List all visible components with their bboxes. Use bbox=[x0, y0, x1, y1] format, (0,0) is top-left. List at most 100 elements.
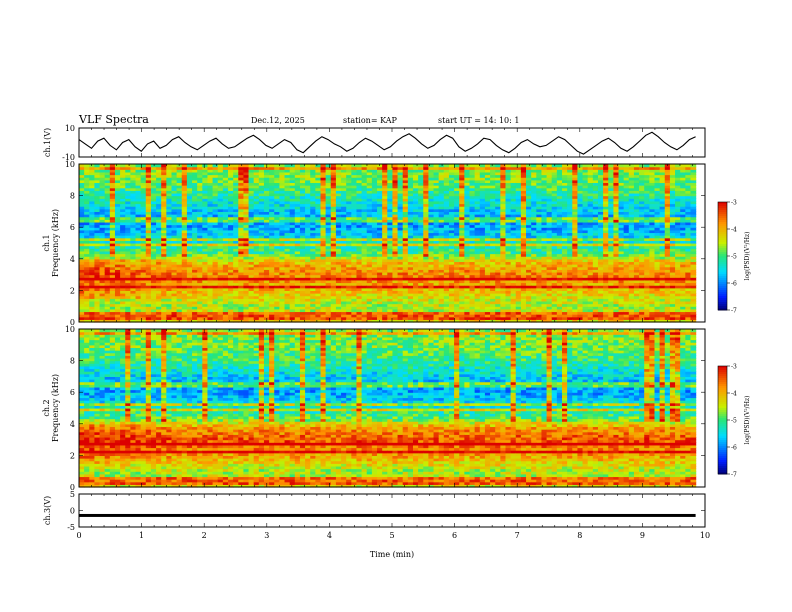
spectrogram-cell bbox=[104, 282, 111, 286]
spectrogram-cell bbox=[104, 235, 111, 239]
spectrogram-cell bbox=[145, 243, 152, 247]
spectrogram-cell bbox=[94, 224, 101, 228]
spectrogram-cell bbox=[109, 224, 116, 228]
spectrogram-cell bbox=[161, 174, 167, 178]
spectrogram-cell bbox=[79, 187, 85, 191]
spectrogram-cell bbox=[94, 245, 101, 249]
spectrogram-cell bbox=[89, 319, 96, 323]
spectrogram-cell bbox=[89, 295, 96, 299]
spectrogram-cell bbox=[120, 298, 126, 302]
spectrogram-cell bbox=[145, 224, 152, 228]
spectrogram-cell bbox=[89, 235, 96, 239]
spectrogram-cell bbox=[166, 250, 173, 255]
spectrogram-cell bbox=[89, 198, 96, 202]
spectrogram-cell bbox=[145, 256, 152, 260]
spectrogram-cell bbox=[161, 295, 167, 299]
spectrogram-cell bbox=[89, 232, 96, 236]
spectrogram-cell bbox=[156, 314, 162, 318]
spectrogram-cell bbox=[156, 264, 162, 268]
spectrogram-cell bbox=[104, 224, 111, 228]
spectrogram-cell bbox=[84, 179, 90, 184]
spectrogram-cell bbox=[120, 206, 126, 210]
spectrogram-cell bbox=[125, 227, 131, 231]
spectrogram-cell bbox=[161, 298, 167, 302]
spectrogram-cell bbox=[114, 266, 121, 270]
spectrogram-cell bbox=[166, 229, 173, 234]
spectrogram-cell bbox=[166, 269, 173, 273]
spectrogram-cell bbox=[84, 229, 90, 234]
spectrogram-cell bbox=[99, 221, 106, 226]
spectrogram-cell bbox=[130, 190, 137, 194]
spectrogram-cell bbox=[114, 190, 121, 194]
spectrogram-cell bbox=[130, 306, 137, 310]
spectrogram-cell bbox=[145, 208, 152, 212]
spectrogram-cell bbox=[145, 166, 152, 170]
spectrogram-cell bbox=[135, 253, 142, 257]
spectrogram-cell bbox=[94, 190, 101, 194]
spectrogram-cell bbox=[161, 306, 167, 310]
spectrogram-cell bbox=[104, 293, 111, 297]
spectrogram-cell bbox=[125, 290, 131, 294]
spectrogram-cell bbox=[135, 306, 142, 310]
spectrogram-cell bbox=[135, 248, 142, 252]
spectrogram-cell bbox=[114, 200, 121, 205]
spectrogram-cell bbox=[114, 290, 121, 294]
spectrogram-cell bbox=[145, 195, 152, 199]
spectrogram-cell bbox=[140, 211, 147, 215]
spectrogram-cell bbox=[145, 295, 152, 299]
spectrogram-cell bbox=[109, 235, 116, 239]
spectrogram-cell bbox=[84, 214, 90, 218]
spectrogram-cell bbox=[84, 177, 90, 181]
spectrogram-cell bbox=[125, 169, 131, 173]
spectrogram-cell bbox=[84, 216, 90, 220]
spectrogram-cell bbox=[79, 182, 85, 186]
spectrogram-cell bbox=[114, 264, 121, 268]
spectrogram-cell bbox=[79, 227, 85, 231]
spectrogram-cell bbox=[120, 171, 126, 176]
spectrogram-cell bbox=[130, 221, 137, 226]
spectrogram-cell bbox=[161, 192, 167, 197]
spectrogram-cell bbox=[161, 206, 167, 210]
spectrogram-cell bbox=[99, 269, 106, 273]
spectrogram-cell bbox=[145, 216, 152, 220]
spectrogram-cell bbox=[89, 266, 96, 270]
spectrogram-cell bbox=[150, 277, 157, 281]
spectrogram-cell bbox=[99, 306, 106, 310]
ch1-waveform-ylabel: ch.1(V) bbox=[43, 128, 52, 157]
spectrogram-cell bbox=[140, 179, 147, 184]
spectrogram-cell bbox=[161, 264, 167, 268]
spectrogram-cell bbox=[109, 266, 116, 270]
spectrogram-cell bbox=[140, 245, 147, 249]
spectrogram-cell bbox=[89, 245, 96, 249]
spectrogram-cell bbox=[120, 203, 126, 207]
spectrogram-cell bbox=[89, 314, 96, 318]
spectrogram-cell bbox=[150, 308, 157, 313]
spectrogram-cell bbox=[125, 319, 131, 323]
spectrogram-cell bbox=[99, 192, 106, 197]
spectrogram-cell bbox=[166, 285, 173, 289]
spectrogram-cell bbox=[99, 219, 106, 223]
spectrogram-cell bbox=[94, 219, 101, 223]
spectrogram-cell bbox=[140, 221, 147, 226]
spectrogram-cell bbox=[84, 271, 90, 276]
spectrogram-cell bbox=[140, 266, 147, 270]
spectrogram-cell bbox=[150, 166, 157, 170]
spectrogram-cell bbox=[150, 295, 157, 299]
spectrogram-cell bbox=[125, 293, 131, 297]
spectrogram-cell bbox=[99, 245, 106, 249]
spectrogram-cell bbox=[161, 243, 167, 247]
spectrogram-cell bbox=[79, 198, 85, 202]
spectrogram-cell bbox=[145, 311, 152, 315]
spectrogram-cell bbox=[94, 264, 101, 268]
spectrogram-cell bbox=[120, 303, 126, 307]
spectrogram-cell bbox=[104, 182, 111, 186]
spectrogram-cell bbox=[94, 300, 101, 305]
spectrogram-cell bbox=[89, 208, 96, 212]
station-label: station= KAP bbox=[343, 116, 398, 125]
spectrogram-cell bbox=[145, 261, 152, 265]
spectrogram-cell bbox=[145, 200, 152, 205]
spectrogram-cell bbox=[120, 250, 126, 255]
spectrogram-cell bbox=[79, 298, 85, 302]
spectrogram-cell bbox=[94, 166, 101, 170]
spectrogram-cell bbox=[84, 287, 90, 291]
